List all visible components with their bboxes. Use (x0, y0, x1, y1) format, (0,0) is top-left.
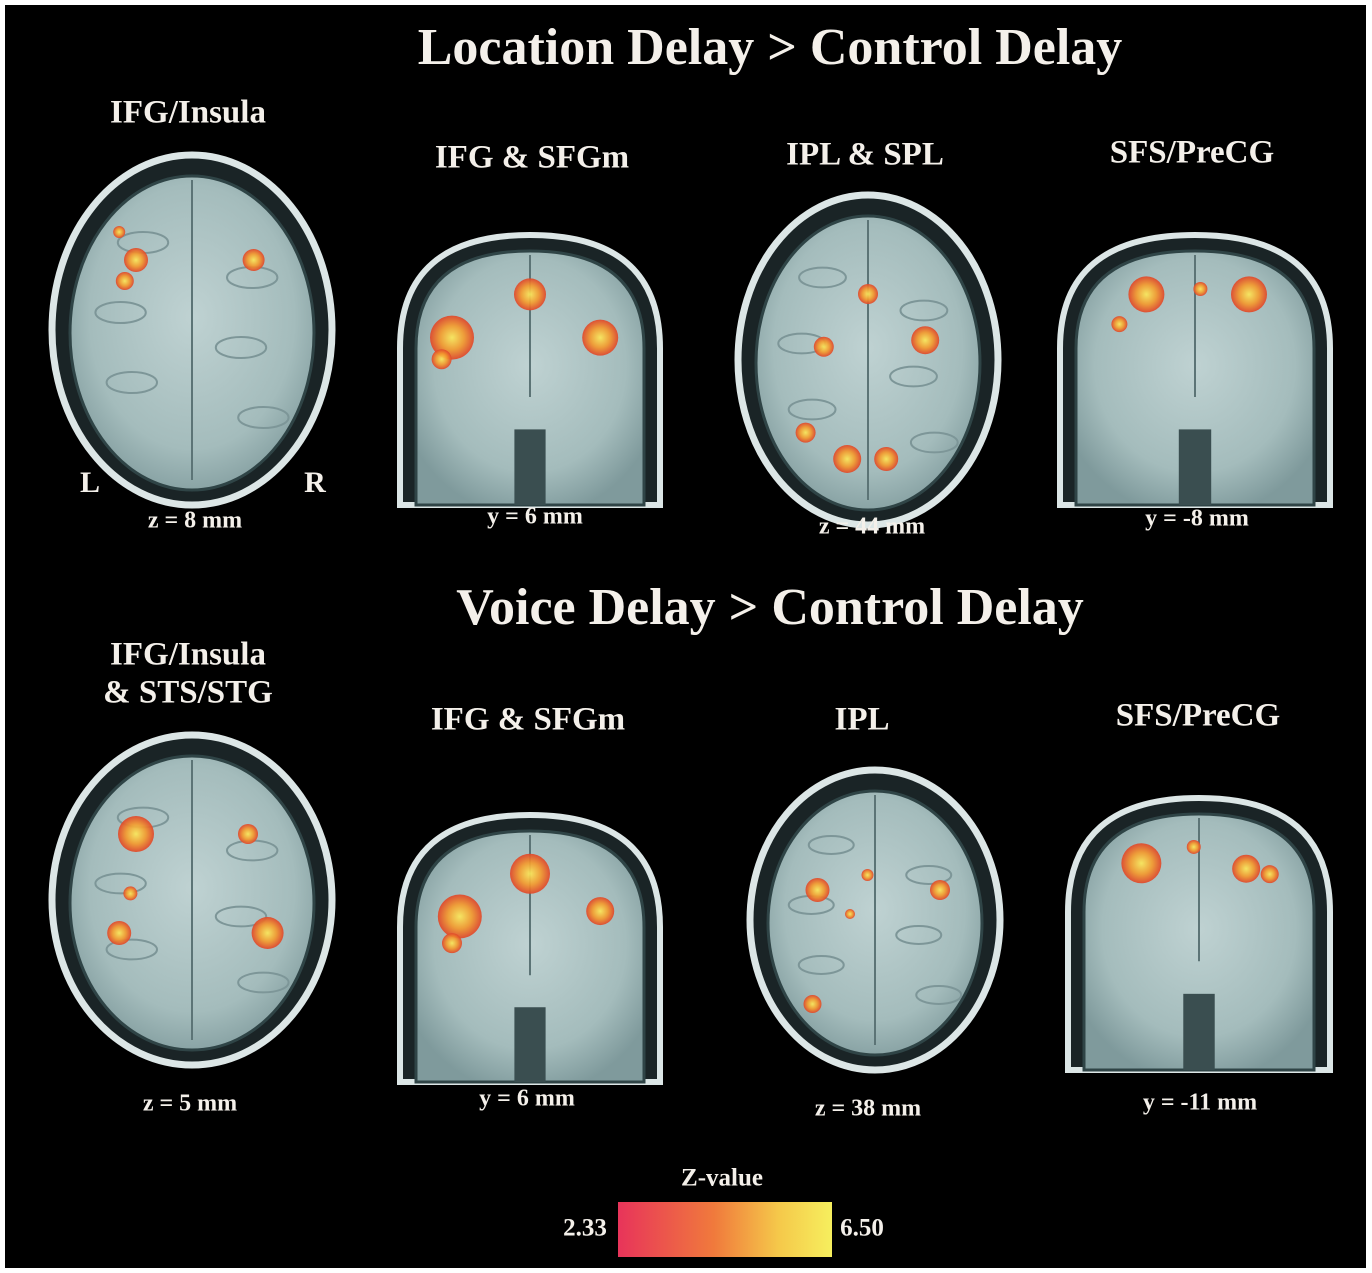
activation (582, 319, 619, 356)
gyrus (909, 431, 959, 454)
activation (107, 921, 132, 945)
brain-panel (746, 766, 1004, 1074)
gyrus (237, 406, 290, 429)
region-label: IFG & SFGm (431, 702, 625, 738)
brainstem (514, 1007, 546, 1082)
brainstem (514, 429, 546, 505)
activation (442, 933, 462, 954)
activation (586, 897, 615, 926)
activation (123, 886, 138, 901)
colorbar-label: Z-value (681, 1165, 763, 1192)
gyrus (797, 955, 845, 975)
activation (1128, 276, 1165, 313)
activation (858, 284, 878, 304)
gyrus (214, 905, 268, 928)
region-label: IFG/Insula (110, 95, 266, 131)
colorbar-min: 2.33 (563, 1215, 607, 1242)
slice-coordinate: y = 6 mm (487, 504, 583, 530)
activation (1193, 282, 1208, 296)
activation (431, 349, 452, 370)
activation (437, 894, 482, 939)
activation (861, 869, 874, 881)
slice-coordinate: z = 8 mm (148, 508, 242, 534)
gyrus (889, 365, 938, 388)
region-label: IPL (834, 702, 889, 738)
activation (795, 422, 816, 443)
activation (115, 272, 134, 290)
activation (911, 326, 940, 355)
slice-coordinate: z = 44 mm (819, 514, 925, 540)
activation (1186, 839, 1201, 854)
slice-coordinate: z = 38 mm (815, 1096, 921, 1122)
activation (813, 336, 834, 357)
activation (1232, 854, 1261, 883)
activation (514, 278, 546, 311)
gyrus (105, 938, 159, 961)
brain-panel (1057, 231, 1333, 508)
activation (238, 824, 258, 844)
brain-panel (734, 191, 1002, 529)
section-title: Location Delay > Control Delay (418, 19, 1123, 76)
activation (113, 226, 126, 238)
gyrus (105, 371, 159, 394)
activation (833, 445, 862, 473)
gyrus (899, 299, 949, 322)
region-label: & STS/STG (103, 675, 273, 711)
activation (242, 249, 265, 271)
activation (510, 853, 550, 894)
brainstem (1183, 993, 1215, 1070)
slice-coordinate: z = 5 mm (143, 1091, 237, 1117)
brainstem (1178, 429, 1212, 505)
activation (430, 315, 474, 360)
brain-panel (1065, 794, 1333, 1073)
gyrus (807, 835, 855, 855)
brain-panel (397, 811, 663, 1085)
activation (1231, 276, 1267, 313)
gyrus (905, 865, 953, 885)
gyrus (237, 971, 290, 994)
gyrus (787, 398, 837, 421)
brain-panel (397, 231, 663, 508)
region-label: IFG & SFGm (435, 140, 629, 176)
slice-coordinate: y = 6 mm (479, 1086, 575, 1112)
gyrus (798, 266, 847, 289)
region-label: SFS/PreCG (1110, 135, 1274, 171)
gyrus (915, 985, 963, 1005)
gyrus (94, 872, 147, 895)
activation (1260, 865, 1279, 884)
region-label: IPL & SPL (786, 137, 944, 173)
region-label: IFG/Insula (110, 637, 266, 673)
gyrus (214, 336, 268, 359)
activation (805, 878, 830, 902)
activation (1121, 843, 1162, 884)
activation (124, 248, 148, 272)
activation (803, 995, 822, 1013)
gyrus (895, 925, 943, 945)
region-label: SFS/PreCG (1116, 698, 1280, 734)
brain-panel (48, 731, 336, 1069)
activation (118, 816, 154, 852)
slice-coordinate: y = -11 mm (1143, 1090, 1257, 1116)
side-label: R (304, 466, 326, 499)
activation (874, 447, 899, 471)
activation (845, 909, 855, 919)
section-title: Voice Delay > Control Delay (456, 579, 1084, 636)
slice-coordinate: y = -8 mm (1145, 506, 1249, 532)
colorbar (618, 1202, 832, 1257)
activation (930, 880, 950, 900)
gyrus (94, 301, 147, 324)
activation (1111, 316, 1128, 333)
side-label: L (80, 466, 100, 499)
brain-images (48, 151, 1333, 1085)
activation (251, 917, 284, 949)
colorbar-max: 6.50 (840, 1215, 884, 1242)
brain-panel (48, 151, 336, 509)
